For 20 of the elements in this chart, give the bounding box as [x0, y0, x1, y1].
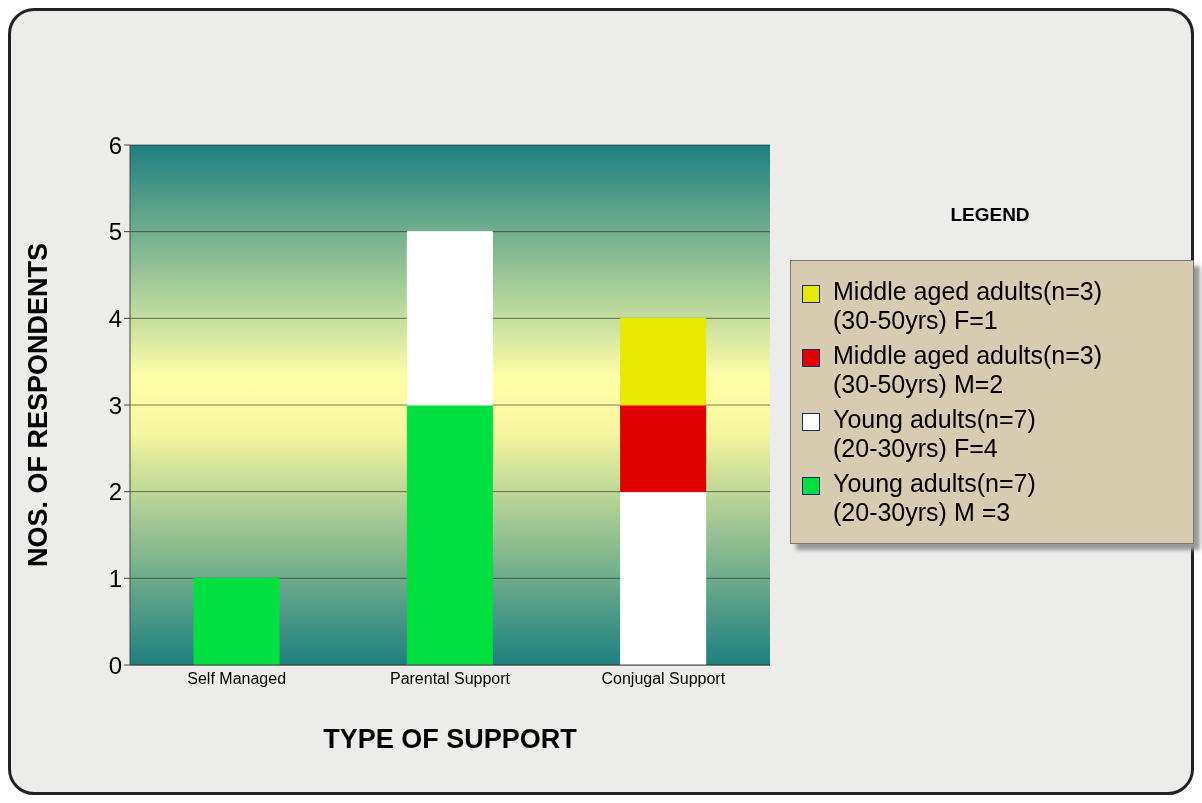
bar	[620, 491, 707, 665]
x-tick-label: Self Managed	[187, 670, 287, 688]
bar	[620, 317, 707, 406]
y-tick-label: 3	[108, 391, 122, 419]
x-tick-label: Parental Support	[389, 670, 511, 688]
y-tick-label: 0	[108, 651, 122, 679]
legend-label: Young adults(n=7) (20-30yrs) M =3	[833, 469, 1036, 526]
bar	[193, 577, 280, 665]
bar	[406, 404, 493, 665]
bar	[406, 231, 493, 406]
y-tick-label: 5	[108, 218, 122, 246]
y-tick-label: 2	[108, 478, 122, 506]
y-axis-title: NOS. OF RESPONDENTS	[22, 242, 54, 568]
x-axis-title: TYPE OF SUPPORT	[322, 724, 578, 755]
x-tick-label: Conjugal Support	[601, 670, 726, 688]
y-tick-label: 6	[108, 131, 122, 159]
legend-title: LEGEND	[949, 204, 1031, 226]
y-tick-label: 4	[108, 304, 122, 332]
bar	[620, 404, 707, 493]
y-tick-label: 1	[108, 564, 122, 592]
